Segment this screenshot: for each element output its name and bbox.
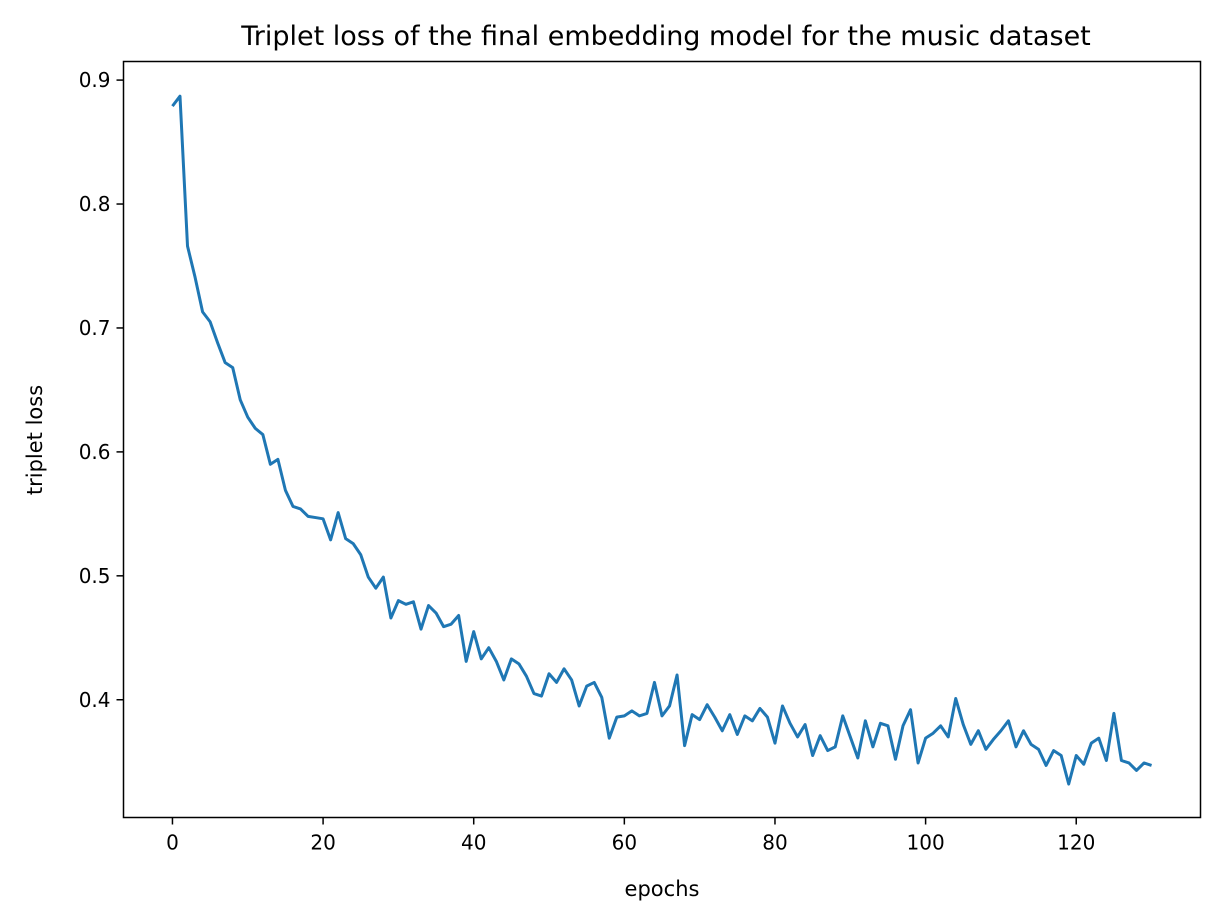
x-axis: 0 20 40 60 80 100 120 xyxy=(166,817,1095,855)
x-tick-label: 40 xyxy=(461,831,486,855)
chart-title: Triplet loss of the final embedding mode… xyxy=(240,21,1091,52)
y-axis: 0.4 0.5 0.6 0.7 0.8 0.9 xyxy=(79,68,124,712)
x-tick-label: 80 xyxy=(762,831,787,855)
y-tick-label: 0.7 xyxy=(79,316,111,340)
y-tick-label: 0.4 xyxy=(79,688,111,712)
plot-area-frame xyxy=(122,60,1202,819)
y-axis-label: triplet loss xyxy=(23,385,47,495)
y-tick-label: 0.8 xyxy=(79,192,111,216)
series-line xyxy=(171,94,1153,786)
x-tick-label: 100 xyxy=(907,831,945,855)
y-tick-label: 0.6 xyxy=(79,440,111,464)
x-tick-label: 0 xyxy=(166,831,179,855)
x-tick-label: 60 xyxy=(612,831,637,855)
x-tick-label: 120 xyxy=(1057,831,1095,855)
x-tick-label: 20 xyxy=(310,831,335,855)
y-tick-label: 0.5 xyxy=(79,564,111,588)
x-axis-label: epochs xyxy=(625,877,700,901)
y-tick-label: 0.9 xyxy=(79,68,111,92)
